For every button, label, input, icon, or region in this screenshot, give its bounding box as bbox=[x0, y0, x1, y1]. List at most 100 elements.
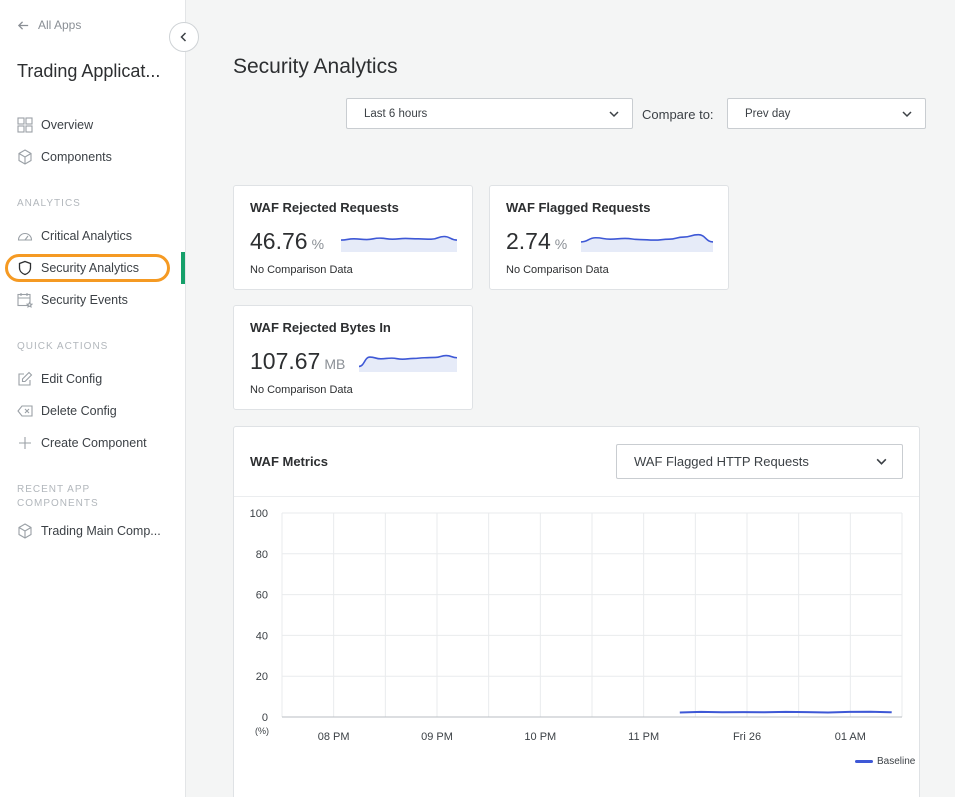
divider bbox=[234, 496, 919, 497]
sidebar-item-delete-config[interactable]: Delete Config bbox=[17, 401, 117, 421]
section-recent-line-1: RECENT APP bbox=[17, 484, 91, 495]
sparkline bbox=[340, 235, 458, 252]
chevron-down-icon bbox=[902, 110, 912, 117]
card-value-number: 2.74 bbox=[506, 228, 551, 254]
y-tick-label: 0 bbox=[262, 712, 268, 724]
chevron-down-icon bbox=[876, 458, 887, 465]
sidebar-item-overview[interactable]: Overview bbox=[17, 115, 93, 135]
waf-metrics-chart: 100 80 60 40 20 0 (%) 08 PM 09 PM 10 PM 11 PM Fri 2… bbox=[250, 508, 903, 743]
card-comparison: No Comparison Data bbox=[250, 384, 353, 396]
card-value: 46.76% bbox=[250, 228, 324, 255]
sidebar-item-edit-config[interactable]: Edit Config bbox=[17, 369, 102, 389]
section-quick-actions: QUICK ACTIONS bbox=[17, 341, 109, 352]
card-value: 107.67 MB bbox=[250, 348, 345, 375]
sidebar-item-label: Trading Main Comp... bbox=[41, 524, 161, 538]
sidebar-item-trading-main-component[interactable]: Trading Main Comp... bbox=[17, 521, 161, 541]
card-title: WAF Flagged Requests bbox=[506, 200, 651, 215]
legend-label: Baseline bbox=[877, 756, 916, 767]
x-tick-label: Fri 26 bbox=[733, 731, 761, 743]
sidebar-item-label: Create Component bbox=[41, 436, 147, 450]
all-apps-link[interactable]: All Apps bbox=[17, 18, 81, 32]
card-title: WAF Rejected Bytes In bbox=[250, 320, 391, 335]
plus-icon bbox=[19, 437, 31, 449]
y-tick-label: 60 bbox=[256, 590, 268, 602]
card-waf-rejected-requests[interactable]: WAF Rejected Requests 46.76% No Comparis… bbox=[233, 185, 473, 290]
waf-metrics-panel: WAF Metrics WAF Flagged HTTP Requests bbox=[233, 426, 920, 797]
x-tick-label: 08 PM bbox=[318, 731, 350, 743]
grid-icon bbox=[17, 117, 33, 133]
sidebar-item-label: Delete Config bbox=[41, 404, 117, 418]
card-waf-flagged-requests[interactable]: WAF Flagged Requests 2.74% No Comparison… bbox=[489, 185, 729, 290]
sparkline-area bbox=[359, 355, 457, 372]
x-tick-label: 11 PM bbox=[628, 731, 659, 743]
metrics-title: WAF Metrics bbox=[250, 454, 329, 469]
time-range-value: Last 6 hours bbox=[364, 107, 428, 120]
y-tick-label: 40 bbox=[256, 630, 268, 642]
delete-icon bbox=[17, 405, 33, 417]
active-item-indicator bbox=[181, 252, 185, 284]
collapse-sidebar-button[interactable] bbox=[169, 22, 199, 52]
x-tick-label: 09 PM bbox=[421, 731, 453, 743]
sidebar-item-security-analytics[interactable]: Security Analytics bbox=[17, 258, 139, 278]
compare-value: Prev day bbox=[745, 107, 791, 120]
calendar-star-icon bbox=[17, 293, 33, 308]
page-title: Security Analytics bbox=[233, 55, 398, 78]
shield-icon bbox=[18, 260, 32, 276]
chevron-left-icon bbox=[180, 32, 187, 42]
cube-icon bbox=[18, 149, 32, 165]
card-waf-rejected-bytes-in[interactable]: WAF Rejected Bytes In 107.67 MB No Compar… bbox=[233, 305, 473, 410]
sparkline bbox=[358, 354, 458, 372]
card-value-unit: % bbox=[311, 236, 325, 252]
card-value-unit: MB bbox=[324, 356, 346, 372]
metric-select-value: WAF Flagged HTTP Requests bbox=[634, 454, 809, 469]
section-recent-line-2: COMPONENTS bbox=[17, 498, 99, 509]
y-tick-label: 80 bbox=[256, 549, 268, 561]
legend-swatch bbox=[855, 760, 873, 763]
y-tick-label: 20 bbox=[256, 671, 268, 683]
sparkline-area bbox=[581, 234, 713, 252]
sparkline-line bbox=[340, 235, 458, 241]
gauge-icon bbox=[17, 232, 33, 241]
x-tick-label: 10 PM bbox=[524, 731, 556, 743]
card-comparison: No Comparison Data bbox=[506, 264, 609, 276]
card-value-unit: % bbox=[554, 236, 568, 252]
sparkline-line bbox=[358, 354, 458, 368]
all-apps-label: All Apps bbox=[38, 18, 82, 32]
section-analytics: ANALYTICS bbox=[17, 198, 81, 209]
sidebar: All Apps Trading Applicat... Overview Co… bbox=[0, 0, 186, 797]
app-title: Trading Applicat... bbox=[17, 61, 161, 81]
compare-select[interactable]: Prev day bbox=[727, 98, 926, 129]
sidebar-item-label: Edit Config bbox=[41, 372, 103, 386]
series-line-baseline bbox=[679, 710, 892, 714]
sparkline-line bbox=[580, 233, 714, 243]
metric-select[interactable]: WAF Flagged HTTP Requests bbox=[616, 444, 903, 479]
sidebar-item-critical-analytics[interactable]: Critical Analytics bbox=[17, 226, 132, 246]
sidebar-item-security-events[interactable]: Security Events bbox=[17, 290, 128, 310]
y-axis-unit: (%) bbox=[255, 726, 269, 736]
sidebar-item-label: Overview bbox=[41, 118, 94, 132]
sparkline-area bbox=[341, 236, 457, 252]
edit-icon bbox=[18, 371, 33, 386]
card-value: 2.74% bbox=[506, 228, 567, 255]
section-recent-components: RECENT APP COMPONENTS bbox=[17, 483, 99, 511]
compare-label: Compare to: bbox=[642, 107, 714, 122]
chart-legend: Baseline bbox=[855, 756, 915, 767]
card-value-number: 107.67 bbox=[250, 348, 321, 374]
y-tick-label: 100 bbox=[250, 508, 268, 520]
sidebar-item-components[interactable]: Components bbox=[17, 147, 112, 167]
cube-icon bbox=[18, 523, 32, 539]
sparkline bbox=[580, 233, 714, 252]
chevron-down-icon bbox=[609, 110, 619, 117]
x-tick-label: 01 AM bbox=[835, 731, 866, 743]
card-title: WAF Rejected Requests bbox=[250, 200, 399, 215]
sidebar-item-label: Security Events bbox=[41, 293, 128, 307]
sidebar-item-label: Critical Analytics bbox=[41, 229, 132, 243]
card-value-number: 46.76 bbox=[250, 228, 308, 254]
card-comparison: No Comparison Data bbox=[250, 264, 353, 276]
active-item-highlight bbox=[5, 254, 170, 282]
arrow-left-icon bbox=[17, 20, 29, 30]
time-range-select[interactable]: Last 6 hours bbox=[346, 98, 633, 129]
sidebar-item-create-component[interactable]: Create Component bbox=[17, 433, 147, 453]
sidebar-item-label: Components bbox=[41, 150, 112, 164]
sidebar-item-label: Security Analytics bbox=[41, 261, 139, 275]
